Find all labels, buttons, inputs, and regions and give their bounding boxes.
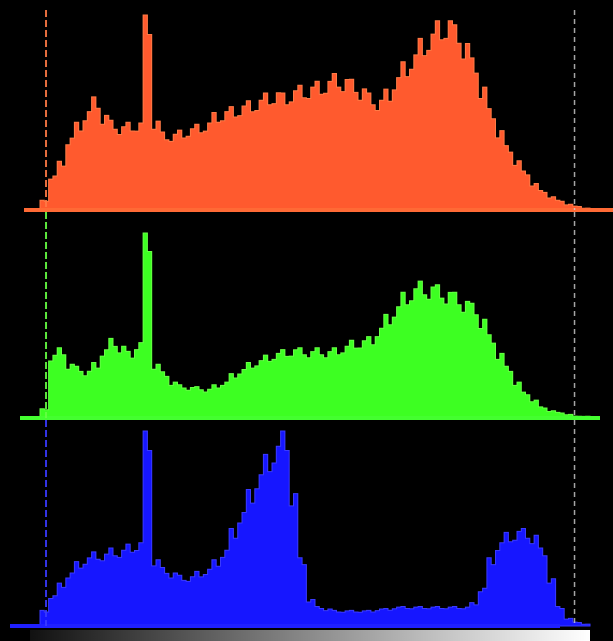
red-channel-histogram-area <box>39 14 591 211</box>
blue-channel-baseline <box>10 624 560 628</box>
green-channel-baseline <box>20 416 600 420</box>
green-channel-histogram-area <box>39 232 591 419</box>
blue-channel-histogram-area <box>39 430 591 627</box>
green-channel-panel <box>20 212 600 420</box>
blue-channel-panel <box>10 420 591 628</box>
histogram-panels <box>10 10 613 628</box>
red-channel-panel <box>24 10 613 212</box>
tonal-gradient-bar <box>30 630 590 641</box>
red-channel-baseline <box>24 208 613 212</box>
